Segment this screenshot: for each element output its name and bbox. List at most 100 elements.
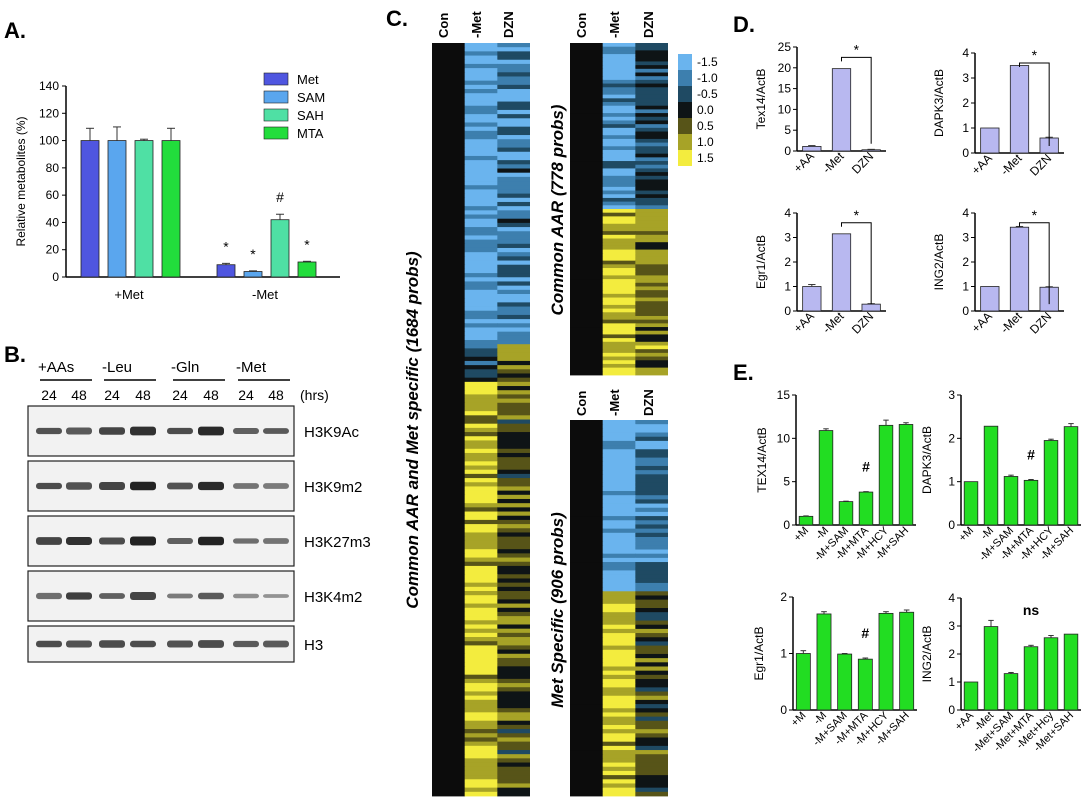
heatmap-cell-con bbox=[432, 185, 466, 190]
heatmap-cell-con bbox=[432, 239, 466, 245]
heatmap-cell-con bbox=[432, 160, 466, 165]
heatmap-cell-dzn bbox=[497, 227, 530, 232]
heatmap-cell-met bbox=[602, 633, 636, 638]
heatmap-cell-con bbox=[570, 557, 604, 563]
time-label: 24 bbox=[238, 387, 254, 403]
y-tick-label: 20 bbox=[46, 243, 60, 257]
heatmap-cell-met bbox=[464, 632, 498, 638]
heatmap-cell-con bbox=[432, 524, 466, 529]
heatmap-cell-dzn bbox=[497, 373, 530, 379]
heatmap-cell-dzn bbox=[635, 716, 668, 722]
heatmap-cell-dzn bbox=[635, 315, 668, 321]
heatmap-cell-con bbox=[432, 741, 466, 747]
significance-bracket bbox=[841, 222, 872, 305]
heatmap-cell-dzn bbox=[497, 302, 530, 307]
heatmap-cell-met bbox=[464, 68, 498, 73]
heatmap-cell-dzn bbox=[635, 249, 668, 254]
heatmap-cell-con bbox=[570, 164, 604, 169]
heatmap-cell-dzn bbox=[497, 406, 530, 412]
heatmap-cell-met bbox=[464, 440, 498, 445]
heatmap-cell-con bbox=[432, 724, 466, 730]
heatmap-cell-dzn bbox=[635, 708, 668, 713]
heatmap-cell-con bbox=[570, 127, 604, 132]
bar bbox=[816, 613, 832, 711]
heatmap-cell-dzn bbox=[497, 708, 530, 713]
heatmap-cell-dzn bbox=[497, 683, 530, 688]
heatmap-cell-met bbox=[464, 540, 498, 546]
y-tick-label: 140 bbox=[39, 79, 59, 93]
heatmap-cell-con bbox=[570, 371, 604, 376]
heatmap-cell-dzn bbox=[635, 637, 668, 642]
scale-label: 1.5 bbox=[697, 151, 714, 165]
heatmap-cell-met bbox=[602, 783, 636, 789]
heatmap-cell-dzn bbox=[497, 670, 530, 676]
heatmap-cell-con bbox=[432, 591, 466, 596]
heatmap-cell-dzn bbox=[497, 415, 530, 420]
heatmap-cell-con bbox=[432, 256, 466, 261]
heatmap-cell-con bbox=[432, 749, 466, 755]
heatmap-cell-con bbox=[432, 666, 466, 671]
heatmap-cell-met bbox=[602, 242, 636, 247]
heatmap-cell-dzn bbox=[497, 47, 530, 52]
heatmap-cell-con bbox=[570, 98, 604, 103]
heatmap-cell-con bbox=[570, 315, 604, 321]
heatmap-cell-con bbox=[570, 750, 604, 755]
panel-d-chart-1: DAPK3/ActB 0 1 2 3 4 +AA -Met DZN * bbox=[932, 46, 1064, 179]
heatmap-cell-met bbox=[464, 754, 498, 759]
heatmap-cell-con bbox=[570, 179, 604, 184]
heatmap-cell-dzn bbox=[497, 519, 530, 525]
bar bbox=[1043, 440, 1059, 526]
y-axis-label: TEX14/ActB bbox=[755, 427, 769, 492]
heatmap-cell-con bbox=[432, 599, 466, 604]
heatmap-cell-met bbox=[464, 172, 498, 178]
heatmap-cell-dzn bbox=[497, 206, 530, 211]
heatmap-cell-dzn bbox=[635, 87, 668, 92]
heatmap-cell-dzn bbox=[635, 234, 668, 239]
heatmap-cell-con bbox=[570, 131, 604, 136]
heatmap-cell-con bbox=[570, 94, 604, 99]
heatmap-cell-met bbox=[602, 297, 636, 302]
heatmap-cell-con bbox=[432, 80, 466, 86]
heatmap-cell-met bbox=[602, 341, 636, 346]
heatmap-cell-dzn bbox=[635, 662, 668, 667]
heatmap-cell-con bbox=[432, 285, 466, 291]
heatmap-column-label: DZN bbox=[641, 11, 656, 38]
heatmap-cell-con bbox=[570, 227, 604, 232]
heatmap-cell-met bbox=[464, 101, 498, 107]
heatmap-cell-dzn bbox=[497, 277, 530, 282]
significance-mark: * bbox=[1032, 207, 1038, 223]
heatmap-cell-dzn bbox=[635, 109, 668, 114]
bar bbox=[1003, 476, 1019, 526]
condition-label: -Gln bbox=[171, 359, 199, 376]
heatmap-cell-dzn bbox=[635, 737, 668, 743]
heatmap-cell-dzn bbox=[635, 453, 668, 458]
heatmap-cell-dzn bbox=[635, 338, 668, 343]
heatmap-cell-dzn bbox=[635, 352, 668, 357]
heatmap-cell-con bbox=[432, 386, 466, 391]
heatmap-cell-met bbox=[602, 79, 636, 84]
heatmap-cell-met bbox=[464, 423, 498, 429]
heatmap-cell-dzn bbox=[497, 448, 530, 454]
heatmap-cell-met bbox=[464, 687, 498, 692]
heatmap-cell-con bbox=[570, 541, 604, 546]
heatmap-cell-con bbox=[432, 260, 466, 266]
heatmap-cell-con bbox=[570, 499, 604, 504]
heatmap-cell-dzn bbox=[635, 98, 668, 103]
heatmap-cell-con bbox=[570, 360, 604, 365]
heatmap-cell-dzn bbox=[497, 335, 530, 341]
heatmap-cell-dzn bbox=[635, 691, 668, 697]
blot-band bbox=[233, 427, 259, 435]
heatmap-cell-met bbox=[602, 371, 636, 376]
heatmap-cell-dzn bbox=[497, 101, 530, 107]
heatmap-cell-met bbox=[602, 275, 636, 280]
heatmap-cell-dzn bbox=[635, 146, 668, 151]
heatmap-cell-dzn bbox=[635, 720, 668, 726]
heatmap-cell-dzn bbox=[635, 729, 668, 734]
heatmap-cell-dzn bbox=[497, 168, 530, 174]
heatmap-cell-con bbox=[432, 247, 466, 253]
heatmap-cell-met bbox=[464, 55, 498, 61]
scale-swatch bbox=[678, 86, 692, 102]
heatmap-cell-met bbox=[602, 465, 636, 471]
heatmap-cell-dzn bbox=[497, 699, 530, 705]
